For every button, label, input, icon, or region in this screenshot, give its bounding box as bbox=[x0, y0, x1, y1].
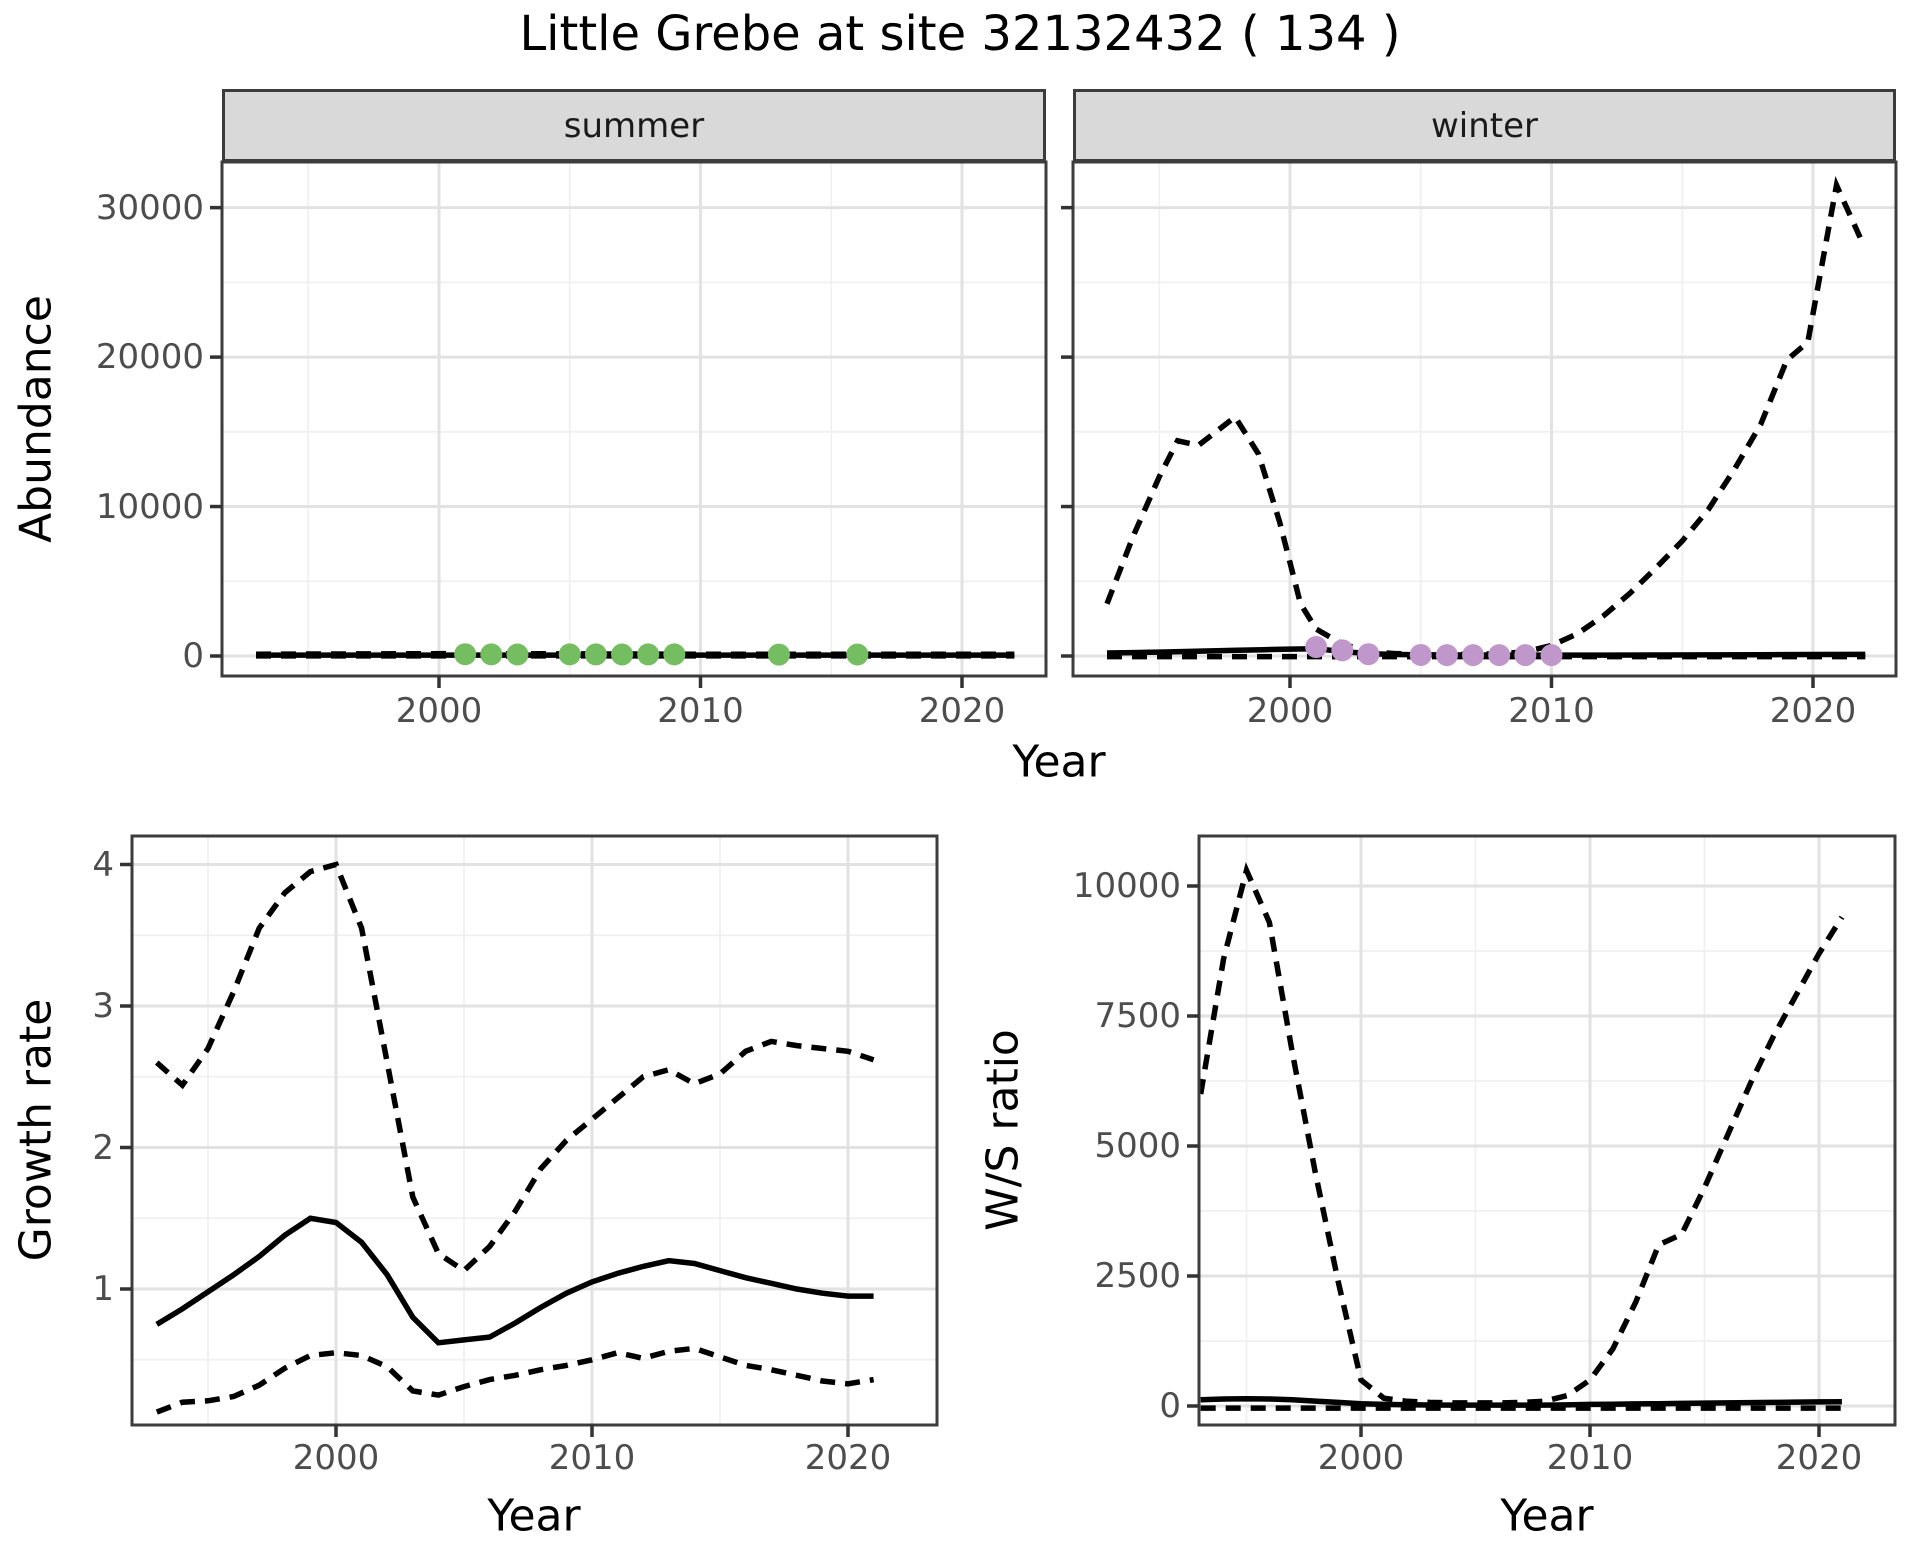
y-tick-label: 1 bbox=[92, 1269, 114, 1309]
bottom-right-year-axis-label: Year bbox=[1500, 1490, 1594, 1542]
y-tick-label: 3 bbox=[92, 986, 114, 1026]
x-tick-label: 2020 bbox=[918, 691, 1006, 731]
x-tick-label: 2000 bbox=[1317, 1438, 1405, 1478]
x-tick-label: 2020 bbox=[804, 1438, 892, 1478]
y-tick-label: 5000 bbox=[1094, 1126, 1181, 1166]
bottom-left-year-axis-label: Year bbox=[487, 1490, 581, 1542]
figure-title: Little Grebe at site 32132432 ( 134 ) bbox=[519, 6, 1401, 62]
y-tick-label: 4 bbox=[92, 844, 114, 885]
x-tick-label: 2020 bbox=[1775, 1438, 1863, 1478]
y-tick-label: 0 bbox=[182, 636, 204, 676]
x-tick-label: 2000 bbox=[1246, 691, 1334, 731]
top-year-axis-label: Year bbox=[1012, 736, 1106, 788]
x-tick-label: 2000 bbox=[395, 691, 483, 731]
y-tick-label: 7500 bbox=[1094, 996, 1181, 1036]
ws-ratio-axis-label: W/S ratio bbox=[977, 1029, 1029, 1231]
y-tick-label: 2 bbox=[92, 1127, 114, 1168]
facet-strip-summer-label: summer bbox=[563, 105, 705, 146]
y-tick-label: 30000 bbox=[95, 187, 204, 228]
facet-strip-summer: summer bbox=[222, 89, 1046, 162]
y-tick-label: 2500 bbox=[1094, 1256, 1181, 1296]
y-tick-label: 10000 bbox=[1072, 866, 1181, 906]
y-tick-label: 10000 bbox=[95, 486, 204, 527]
x-tick-label: 2010 bbox=[1546, 1438, 1634, 1478]
x-tick-label: 2010 bbox=[657, 691, 744, 731]
facet-strip-winter: winter bbox=[1073, 89, 1896, 162]
x-tick-label: 2010 bbox=[1508, 691, 1595, 731]
y-tick-label: 20000 bbox=[95, 337, 204, 378]
x-tick-label: 2020 bbox=[1769, 691, 1857, 731]
facet-strip-winter-label: winter bbox=[1430, 105, 1539, 146]
x-tick-label: 2000 bbox=[292, 1438, 380, 1478]
growth-rate-axis-label: Growth rate bbox=[10, 998, 62, 1262]
x-tick-label: 2010 bbox=[548, 1438, 636, 1478]
y-tick-label: 0 bbox=[1159, 1386, 1181, 1426]
abundance-axis-label: Abundance bbox=[10, 295, 62, 543]
